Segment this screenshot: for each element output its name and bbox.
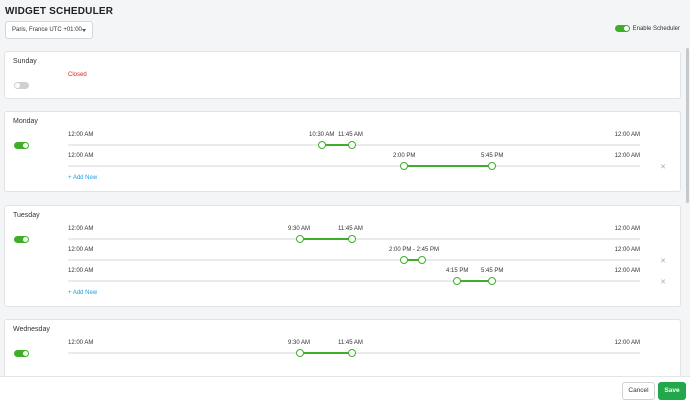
chevron-down-icon	[82, 29, 86, 32]
range-to-label: 11:45 AM	[338, 226, 363, 232]
toggle-knob	[623, 26, 629, 31]
range-start-label: 12:00 AM	[68, 132, 94, 138]
day-toggle-sunday[interactable]	[14, 82, 29, 89]
range-end-handle[interactable]	[488, 162, 496, 170]
day-toggle-monday[interactable]	[14, 142, 29, 149]
toggle-knob	[23, 351, 28, 356]
time-slider-range	[404, 165, 492, 167]
time-slider-range	[322, 144, 352, 146]
range-from-label: 4:15 PM	[446, 268, 469, 274]
range-start-handle[interactable]	[318, 141, 326, 149]
time-slider-track[interactable]	[68, 165, 640, 167]
range-from-label: 9:30 AM	[288, 340, 311, 346]
range-end-handle[interactable]	[348, 141, 356, 149]
enable-scheduler-label: Enable Scheduler	[632, 25, 680, 32]
range-end-handle[interactable]	[488, 277, 496, 285]
range-start-label: 12:00 AM	[68, 153, 94, 159]
scrollbar-thumb[interactable]	[686, 48, 689, 203]
range-end-label: 12:00 AM	[614, 340, 640, 346]
time-range-row: 12:00 AM 2:00 PM - 2:45 PM 12:00 AM	[68, 247, 640, 267]
time-range-row: 12:00 AM 10:30 AM 11:45 AM 12:00 AM	[68, 132, 640, 152]
range-start-handle[interactable]	[400, 256, 408, 264]
enable-scheduler-toggle[interactable]	[614, 25, 630, 32]
toggle-knob	[23, 143, 28, 148]
day-card-sunday: Sunday Closed	[4, 51, 681, 99]
toggle-knob	[23, 237, 28, 242]
save-button[interactable]: Save	[658, 382, 686, 400]
remove-range-icon[interactable]: ✕	[660, 164, 666, 171]
day-toggle-tuesday[interactable]	[14, 236, 29, 243]
time-slider-range	[457, 280, 492, 282]
time-slider-range	[404, 259, 422, 261]
range-start-label: 12:00 AM	[68, 268, 94, 274]
range-from-label: 2:00 PM	[393, 153, 416, 159]
add-new-link[interactable]: + Add New	[68, 290, 98, 296]
range-end-handle[interactable]	[348, 349, 356, 357]
range-to-label: 5:45 PM	[481, 268, 504, 274]
closed-label: Closed	[68, 72, 87, 78]
time-range-row: 12:00 AM 9:30 AM 11:45 AM 12:00 AM	[68, 226, 640, 246]
range-to-label: 11:45 AM	[338, 340, 363, 346]
range-start-label: 12:00 AM	[68, 340, 94, 346]
time-range-row: 12:00 AM 2:00 PM 5:45 PM 12:00 AM	[68, 153, 640, 173]
range-combined-label: 2:00 PM - 2:45 PM	[389, 247, 440, 253]
add-new-link[interactable]: + Add New	[68, 175, 98, 181]
range-start-handle[interactable]	[296, 349, 304, 357]
day-card-monday: Monday 12:00 AM 10:30 AM 11:45 AM 12:00 …	[4, 111, 681, 192]
day-name-monday: Monday	[13, 118, 38, 125]
time-range-row: 12:00 AM 4:15 PM 5:45 PM 12:00 AM	[68, 268, 640, 288]
range-end-label: 12:00 AM	[614, 132, 640, 138]
range-end-label: 12:00 AM	[614, 247, 640, 253]
enable-scheduler: Enable Scheduler	[614, 25, 680, 32]
toggle-knob	[15, 83, 20, 88]
range-from-label: 9:30 AM	[288, 226, 311, 232]
range-end-label: 12:00 AM	[614, 153, 640, 159]
timezone-select[interactable]: Paris, France UTC +01:00	[5, 21, 93, 39]
day-name-sunday: Sunday	[13, 58, 37, 65]
schedule-list[interactable]: Sunday Closed Monday 12:00 AM 10:30 AM 1…	[0, 48, 684, 376]
day-card-tuesday: Tuesday 12:00 AM 9:30 AM 11:45 AM 12:00 …	[4, 205, 681, 307]
range-start-label: 12:00 AM	[68, 226, 94, 232]
cancel-button[interactable]: Cancel	[622, 382, 655, 400]
range-start-handle[interactable]	[453, 277, 461, 285]
range-start-label: 12:00 AM	[68, 247, 94, 253]
range-end-label: 12:00 AM	[614, 226, 640, 232]
day-toggle-wednesday[interactable]	[14, 350, 29, 357]
page-title: WIDGET SCHEDULER	[5, 6, 114, 17]
time-slider-range	[300, 352, 352, 354]
remove-range-icon[interactable]: ✕	[660, 279, 666, 286]
range-end-label: 12:00 AM	[614, 268, 640, 274]
remove-range-icon[interactable]: ✕	[660, 258, 666, 265]
range-to-label: 11:45 AM	[338, 132, 363, 138]
range-to-label: 5:45 PM	[481, 153, 504, 159]
day-card-wednesday: Wednesday 12:00 AM 9:30 AM 11:45 AM 12:0…	[4, 319, 681, 376]
day-name-wednesday: Wednesday	[13, 326, 50, 333]
day-name-tuesday: Tuesday	[13, 212, 40, 219]
range-start-handle[interactable]	[296, 235, 304, 243]
range-end-handle[interactable]	[418, 256, 426, 264]
timezone-value: Paris, France UTC +01:00	[12, 27, 82, 33]
time-slider-track[interactable]	[68, 259, 640, 261]
time-range-row: 12:00 AM 9:30 AM 11:45 AM 12:00 AM	[68, 340, 640, 360]
range-from-label: 10:30 AM	[309, 132, 335, 138]
range-start-handle[interactable]	[400, 162, 408, 170]
time-slider-range	[300, 238, 352, 240]
time-slider-track[interactable]	[68, 280, 640, 282]
footer-bar: Cancel Save	[0, 376, 690, 402]
range-end-handle[interactable]	[348, 235, 356, 243]
